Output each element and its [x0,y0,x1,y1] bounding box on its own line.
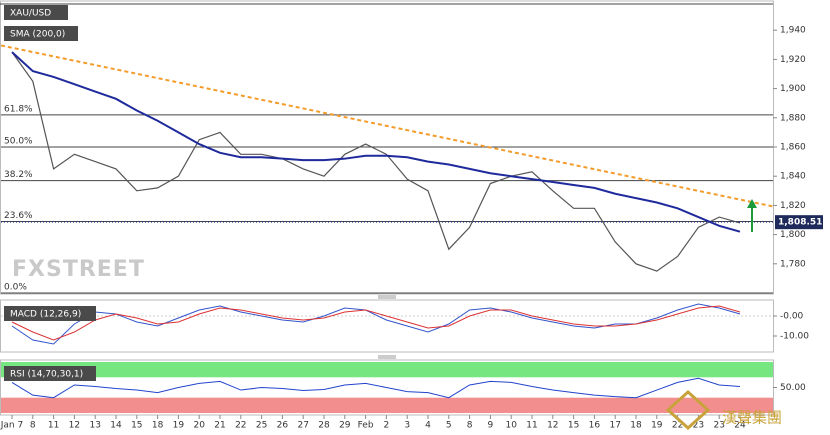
x-tick-label: 9 [488,421,494,431]
x-tick-label: 2 [384,421,390,431]
logo-mark [665,389,711,431]
macd-panel [0,299,774,353]
x-tick-label: 28 [318,421,330,431]
x-tick-label: 15 [131,421,142,431]
panel-handle[interactable] [378,295,396,299]
price-tick-label: 1,840 [780,172,806,182]
x-tick-label: 16 [589,421,601,431]
x-tick-label: 18 [152,421,164,431]
symbol-box [4,5,68,20]
x-tick-label: 23 [713,421,724,431]
sma-box [4,26,78,41]
fib-label: 23.6% [4,211,33,221]
last-price-box [775,215,823,230]
x-tick-label: 18 [630,421,642,431]
x-tick-label: 12 [69,421,80,431]
x-tick-label: 8 [30,421,36,431]
price-tick-label: 1,880 [780,113,806,123]
x-tick-label: 5 [446,421,452,431]
macd-line [11,303,741,345]
x-tick-label: 3 [404,421,410,431]
fib-label: 38.2% [4,170,33,180]
sma-line [11,51,741,233]
rsi-tick-label: 50.00 [780,383,806,393]
sma-label: SMA (200,0) [10,30,65,40]
x-tick-label: 11 [48,421,59,431]
x-tick-label: 29 [339,421,351,431]
price-tick-label: 1,800 [780,230,806,240]
panel-handle[interactable] [378,355,396,359]
x-tick-label: 22 [235,421,246,431]
fib-label: 50.0% [4,137,33,147]
x-tick-label: Jan 7 [0,421,23,431]
macd-label: MACD (12,26,9) [10,310,81,320]
x-tick-label: 14 [110,421,122,431]
fib-label: 61.8% [4,104,33,114]
x-tick-label: 4 [425,421,431,431]
rsi-line [11,377,741,399]
price-tick-label: 1,920 [780,55,806,65]
x-tick-label: 22 [672,421,683,431]
price-line [11,51,741,272]
x-tick-label: 21 [214,421,225,431]
price-tick-label: 1,780 [780,259,806,269]
x-tick-label: 11 [526,421,537,431]
rsi-box [4,366,96,381]
x-tick-label: 20 [193,421,205,431]
trendline [0,44,774,208]
price-tick-label: 1,940 [780,26,806,36]
last-price-label: 1,808.51 [778,218,822,228]
price-tick-label: 1,860 [780,143,806,153]
rsi-oversold-zone [1,397,773,413]
x-tick-label: 23 [693,421,704,431]
logo-text: 漢聲集團 [722,409,782,427]
x-tick-label: 10 [505,421,517,431]
price-tick-label: 1,900 [780,84,806,94]
x-tick-label: 12 [547,421,558,431]
watermark: FXSTREET [12,257,145,282]
x-tick-label: 13 [89,421,100,431]
layers: 1,940 1,920 1,900 1,880 1,860 1,840 1,820 1,800… [0,26,823,431]
x-tick-label: 19 [651,421,663,431]
x-tick-label: 19 [173,421,185,431]
symbol-label: XAU/USD [10,9,51,19]
x-tick-label: 26 [277,421,289,431]
up-arrow-head [747,199,757,208]
x-tick-label: 8 [467,421,473,431]
macd-box [4,306,96,321]
rsi-overbought-zone [1,362,773,378]
x-tick-label: 25 [256,421,267,431]
rsi-label: RSI (14,70,30,1) [10,370,83,380]
fib-label: 0.0% [4,283,27,293]
macd-tick-label: -10.00 [780,332,809,342]
x-tick-label: 24 [734,421,746,431]
x-tick-label: 27 [297,421,308,431]
x-tick-label: Feb [358,421,374,431]
x-tick-label: 15 [568,421,579,431]
macd-tick-label: -0.00 [780,312,804,322]
price-tick-label: 1,820 [780,201,806,211]
x-tick-label: 17 [609,421,620,431]
macd-signal [11,305,741,341]
